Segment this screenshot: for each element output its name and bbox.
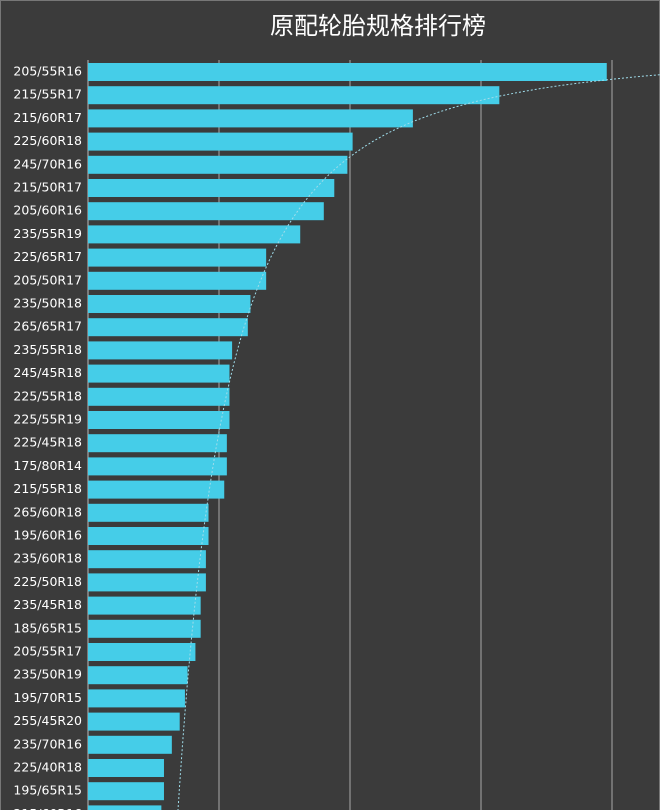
y-tick-label: 215/60R17 <box>13 110 82 125</box>
y-tick-label: 205/50R17 <box>13 272 82 287</box>
bar <box>88 503 209 522</box>
bar <box>88 63 607 81</box>
bar <box>88 271 267 290</box>
bar <box>88 434 227 453</box>
y-tick-label: 185/65R15 <box>13 620 82 635</box>
bar <box>88 109 413 128</box>
bar <box>88 666 188 685</box>
bar <box>88 782 164 801</box>
bar <box>88 643 196 661</box>
y-tick-label: 195/60R16 <box>13 528 82 543</box>
chart-title: 原配轮胎规格排行榜 <box>270 12 486 40</box>
y-tick-label: 195/65R15 <box>13 783 82 798</box>
y-tick-label: 195/70R15 <box>13 690 82 705</box>
y-tick-label: 235/70R16 <box>13 736 82 751</box>
y-tick-label: 235/55R18 <box>13 342 82 357</box>
bar <box>88 596 201 615</box>
bar <box>88 318 248 337</box>
y-tick-label: 175/80R14 <box>13 458 82 473</box>
y-tick-label: 215/50R17 <box>13 180 82 195</box>
y-tick-label: 245/45R18 <box>13 365 82 380</box>
y-tick-label: 235/55R19 <box>13 226 82 241</box>
y-tick-label: 205/55R17 <box>13 644 82 659</box>
y-tick-label: 265/60R18 <box>13 504 82 519</box>
bar <box>88 364 230 383</box>
y-tick-label: 215/55R17 <box>13 87 82 102</box>
bar <box>88 179 335 197</box>
y-tick-label: 265/65R17 <box>13 319 82 334</box>
y-tick-label: 235/50R19 <box>13 667 82 682</box>
trendline <box>177 74 660 810</box>
bar <box>88 295 251 313</box>
bar <box>88 86 500 105</box>
y-tick-label: 255/45R20 <box>13 713 82 728</box>
bar <box>88 248 267 267</box>
bar <box>88 480 225 499</box>
bar <box>88 202 324 221</box>
bar <box>88 573 206 592</box>
y-tick-label: 205/55R16 <box>13 64 82 79</box>
y-tick-label: 215/60R16 <box>13 806 82 810</box>
bar <box>88 411 230 429</box>
y-tick-label: 225/40R18 <box>13 760 82 775</box>
y-tick-label: 245/70R16 <box>13 156 82 171</box>
y-tick-label: 205/60R16 <box>13 203 82 218</box>
bar <box>88 132 353 151</box>
bar <box>88 155 348 174</box>
bar <box>88 457 227 476</box>
y-tick-label: 225/50R18 <box>13 574 82 589</box>
bar <box>88 550 206 569</box>
y-tick-label: 225/45R18 <box>13 435 82 450</box>
bar <box>88 387 230 406</box>
bar <box>88 759 164 777</box>
bar <box>88 735 172 754</box>
bar <box>88 712 180 731</box>
y-tick-label: 225/55R19 <box>13 412 82 427</box>
y-tick-label: 225/65R17 <box>13 249 82 264</box>
bar <box>88 805 162 810</box>
bar <box>88 225 301 244</box>
y-tick-label: 225/55R18 <box>13 388 82 403</box>
y-tick-label: 215/55R18 <box>13 481 82 496</box>
bar <box>88 619 201 638</box>
bar <box>88 527 209 545</box>
bar <box>88 341 233 360</box>
y-tick-label: 235/45R18 <box>13 597 82 612</box>
y-tick-label: 235/60R18 <box>13 551 82 566</box>
y-tick-label: 225/60R18 <box>13 133 82 148</box>
y-tick-label: 235/50R18 <box>13 296 82 311</box>
bar <box>88 689 185 708</box>
